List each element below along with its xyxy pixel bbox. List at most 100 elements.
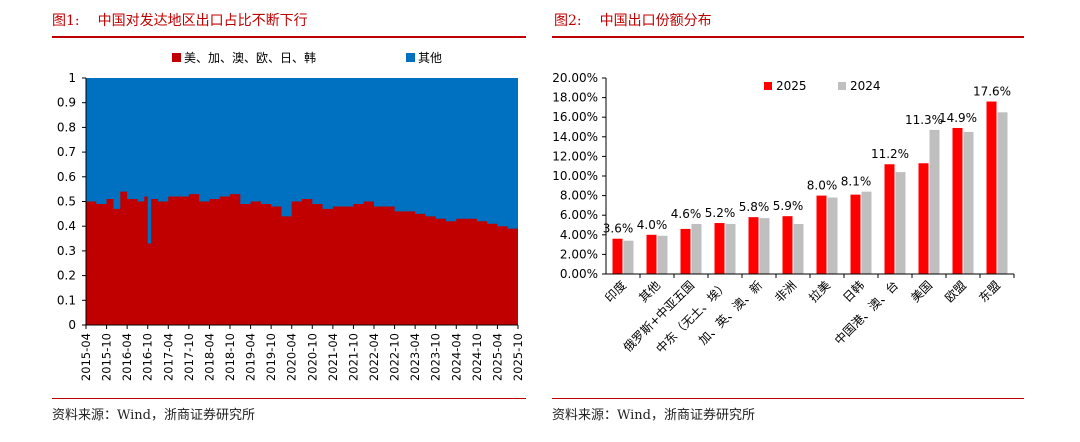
y-tick-label: 16.00% [552, 110, 598, 124]
bar-2025 [680, 228, 691, 274]
x-tick-label: 2025-10 [511, 333, 525, 381]
x-category-label: 印度 [602, 278, 630, 306]
x-tick-label: 2021-04 [326, 333, 340, 381]
x-category-label: 其他 [636, 278, 663, 305]
x-tick-label: 2023-04 [408, 333, 422, 381]
y-tick-label: 18.00% [552, 91, 598, 105]
left-figure-title-text: 中国对发达地区出口占比不断下行 [97, 13, 308, 29]
left-figure-number: 图1: [52, 13, 80, 29]
y-tick-label: 12.00% [552, 149, 598, 163]
y-tick-label: 0.3 [57, 244, 76, 258]
data-label-2025: 5.8% [739, 200, 770, 214]
data-label-2025: 8.1% [841, 175, 872, 189]
x-tick-label: 2025-04 [490, 333, 504, 381]
bar-2024 [997, 112, 1008, 274]
y-tick-label: 0.9 [57, 96, 76, 110]
y-tick-label: 1 [68, 71, 76, 85]
y-tick-label: 6.00% [560, 208, 598, 222]
bar-2024 [623, 240, 634, 274]
x-tick-label: 2018-04 [202, 333, 216, 381]
left-title-rule [52, 36, 526, 38]
x-tick-label: 2023-10 [429, 333, 443, 381]
y-tick-label: 4.00% [560, 228, 598, 242]
data-label-2025: 14.9% [939, 111, 977, 125]
bar-2024 [929, 129, 940, 274]
legend-label-other: 其他 [418, 51, 442, 65]
legend-swatch-other [406, 53, 415, 62]
x-tick-label: 2015-10 [100, 333, 114, 381]
x-tick-label: 2021-10 [346, 333, 360, 381]
x-tick-label: 2016-10 [141, 333, 155, 381]
y-tick-label: 0.4 [57, 219, 76, 233]
y-tick-label: 0.1 [57, 293, 76, 307]
bar-2025 [646, 234, 657, 274]
bar-2025 [782, 216, 793, 274]
x-category-label: 东盟 [976, 278, 1003, 305]
y-tick-label: 2.00% [560, 247, 598, 261]
right-figure-number: 图2: [554, 13, 582, 29]
data-label-2025: 11.2% [871, 147, 909, 161]
legend-label-2025: 2025 [776, 79, 807, 93]
legend-swatch-2025 [764, 82, 772, 90]
y-tick-label: 0.6 [57, 170, 76, 184]
bar-2025 [612, 238, 623, 274]
y-tick-label: 0.2 [57, 269, 76, 283]
legend-swatch-developed [172, 53, 181, 62]
bar-2025 [850, 194, 861, 274]
x-tick-label: 2019-10 [264, 333, 278, 381]
x-tick-label: 2015-04 [79, 333, 93, 381]
y-tick-label: 20.00% [552, 71, 598, 85]
bar-2025 [714, 223, 725, 274]
y-tick-label: 0.7 [57, 145, 76, 159]
bar-2025 [986, 101, 997, 274]
bar-2024 [725, 224, 736, 274]
x-tick-label: 2018-10 [223, 333, 237, 381]
x-tick-label: 2017-10 [182, 333, 196, 381]
x-tick-label: 2017-04 [161, 333, 175, 381]
right-figure-title: 图2: 中国出口份额分布 [554, 10, 712, 30]
data-label-2025: 4.0% [637, 218, 668, 232]
right-figure-title-text: 中国出口份额分布 [599, 13, 712, 29]
x-category-label: 日韩 [840, 278, 868, 306]
data-label-2025: 4.6% [671, 207, 702, 221]
bar-2024 [895, 172, 906, 274]
bar-2025 [816, 195, 827, 274]
bar-2024 [793, 224, 804, 274]
x-tick-label: 2024-10 [470, 333, 484, 381]
left-source-rule [52, 398, 526, 399]
left-figure-source: 资料来源：Wind，浙商证券研究所 [52, 408, 255, 423]
right-figure-panel: 图2: 中国出口份额分布 0.00% 2.00% 4.00% 6.00% 8.00% 10.… [540, 0, 1080, 442]
right-bar-chart: 0.00% 2.00% 4.00% 6.00% 8.00% 10.00% 12.00% 14.… [552, 71, 1015, 356]
area-series-developed [86, 191, 518, 325]
x-category-label: 美国 [908, 278, 935, 305]
bar-2025 [918, 163, 929, 274]
x-tick-label: 2022-04 [367, 333, 381, 381]
legend-swatch-2024 [838, 82, 846, 90]
bar-2024 [657, 235, 668, 274]
y-tick-label: 10.00% [552, 169, 598, 183]
y-tick-label: 8.00% [560, 189, 598, 203]
y-tick-label: 0.00% [560, 267, 598, 281]
data-label-2025: 11.3% [905, 113, 943, 127]
bar-2025 [884, 164, 895, 274]
x-tick-label: 2020-04 [285, 333, 299, 381]
data-label-2025: 17.6% [973, 85, 1011, 99]
right-figure-source: 资料来源：Wind，浙商证券研究所 [552, 408, 755, 423]
bar-2025 [748, 217, 759, 274]
left-area-chart: 0 0.1 0.2 0.3 0.4 0.5 0.6 0.7 0.8 0.9 1 2015-04 2015… [57, 50, 525, 381]
bar-2024 [759, 218, 770, 274]
legend-label-2024: 2024 [850, 79, 881, 93]
y-tick-label: 14.00% [552, 130, 598, 144]
right-title-rule [552, 36, 1024, 38]
y-tick-label: 0.5 [57, 195, 76, 209]
x-tick-label: 2024-04 [449, 333, 463, 381]
x-category-label: 拉美 [806, 278, 834, 306]
x-tick-label: 2016-04 [120, 333, 134, 381]
right-source-rule [552, 398, 1024, 399]
bar-2025 [952, 127, 963, 274]
left-figure-panel: 图1: 中国对发达地区出口占比不断下行 0 0.1 0.2 0.3 0.4 0.5 0.6 0.… [52, 13, 526, 423]
x-category-label: 非洲 [772, 278, 799, 305]
bar-2024 [691, 224, 702, 274]
bar-2024 [861, 191, 872, 274]
bar-2024 [827, 197, 838, 274]
